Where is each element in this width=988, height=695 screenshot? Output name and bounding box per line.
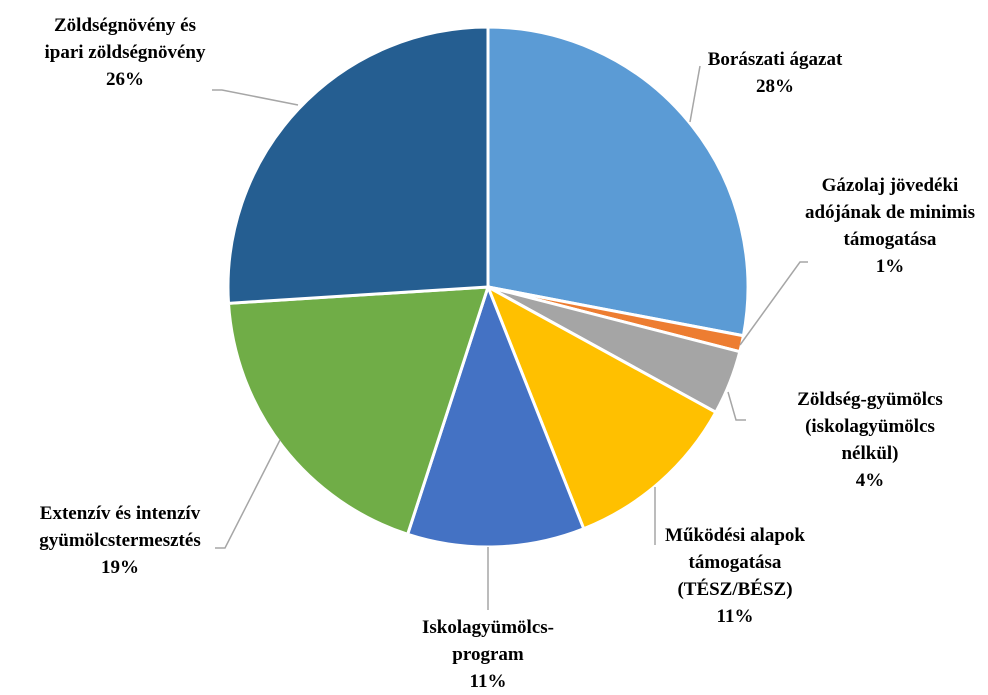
data-label: Zöldségnövény és ipari zöldségnövény 26% (36, 12, 214, 93)
category-label: Zöldségnövény és ipari zöldségnövény (44, 15, 206, 63)
value-label: 28% (756, 76, 794, 97)
pie-slice (485, 283, 718, 531)
category-label: Zöldség-gyümölcs (iskolagyümölcs nélkül) (797, 389, 943, 464)
value-label: 4% (855, 470, 885, 491)
category-label: Extenzív és intenzív gyümölcstermesztés (39, 503, 201, 551)
data-label: Extenzív és intenzív gyümölcstermesztés 1… (8, 500, 233, 581)
data-label: Iskolagyümölcs-program 11% (398, 614, 578, 695)
value-label: 11% (716, 606, 754, 627)
leader-line (739, 261, 808, 346)
category-label: Gázolaj jövedéki adójának de minimis tám… (805, 175, 975, 250)
category-label: Iskolagyümölcs-program (422, 617, 554, 665)
leader-line (215, 439, 281, 549)
value-label: 19% (101, 557, 139, 578)
pie-slice (486, 25, 750, 338)
pie-slice (226, 25, 490, 305)
leader-line (212, 89, 299, 106)
category-label: Működési alapok támogatása (TÉSZ/BÉSZ) (665, 525, 805, 600)
leader-line (689, 65, 701, 123)
value-label: 11% (469, 671, 507, 692)
data-label: Működési alapok támogatása (TÉSZ/BÉSZ) 11… (645, 522, 825, 630)
value-label: 26% (106, 69, 144, 90)
pie-slice (226, 285, 491, 537)
category-label: Borászati ágazat (707, 49, 843, 70)
data-label: Zöldség-gyümölcs (iskolagyümölcs nélkül)… (778, 386, 963, 494)
leader-line (727, 391, 746, 421)
data-label: Borászati ágazat 28% (675, 46, 875, 100)
data-label: Gázolaj jövedéki adójának de minimis tám… (785, 172, 988, 280)
value-label: 1% (875, 256, 905, 277)
pie-slice (405, 282, 586, 549)
